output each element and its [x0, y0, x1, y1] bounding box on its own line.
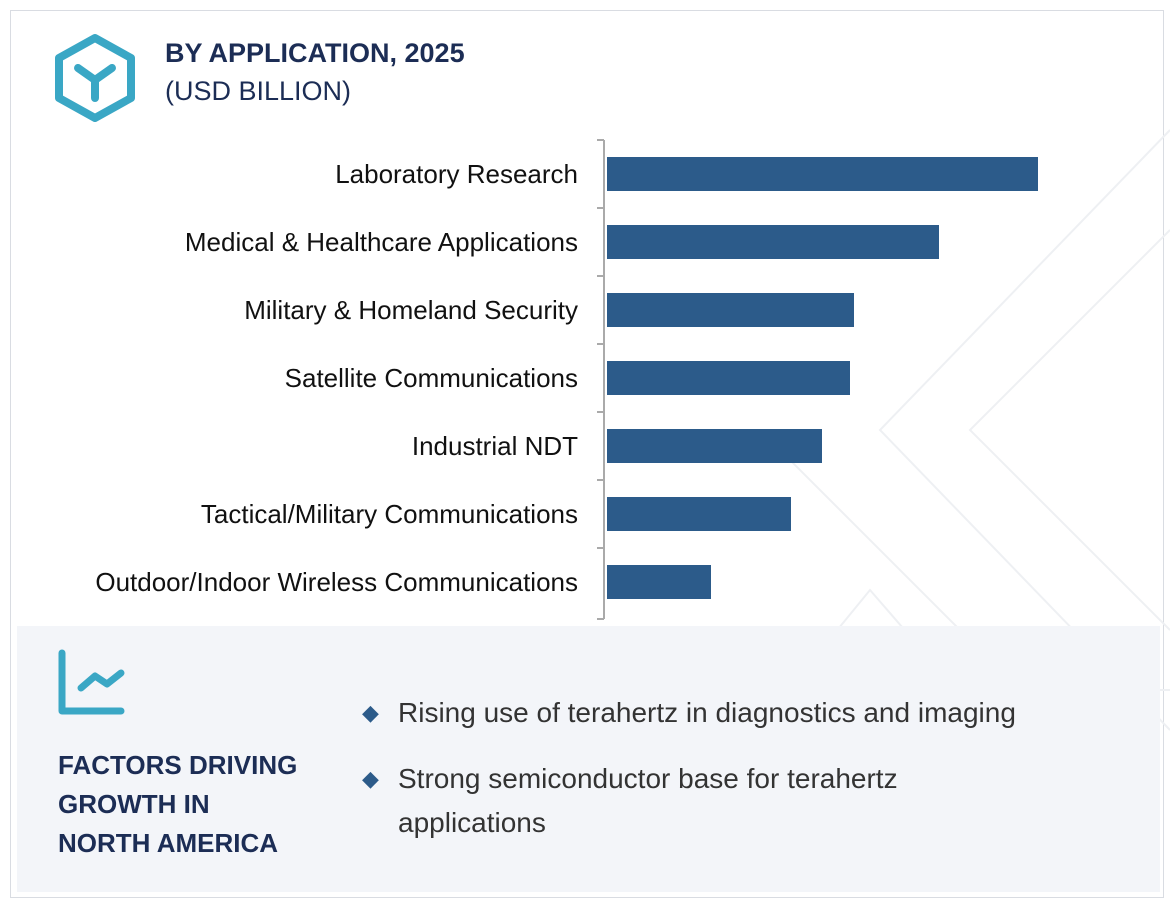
diamond-bullet-icon: ◆: [362, 766, 379, 791]
bar: [607, 361, 850, 395]
line-chart-icon: [58, 649, 125, 715]
bar-chart: [597, 139, 1038, 620]
card: [10, 10, 1164, 898]
factors-panel: FACTORS DRIVING GROWTH IN NORTH AMERICA …: [17, 626, 1160, 892]
bar: [607, 157, 1038, 191]
category-label: Industrial NDT: [411, 431, 578, 461]
heading-line: NORTH AMERICA: [58, 828, 279, 858]
hexagon-cube-icon: [55, 34, 135, 122]
heading-line: FACTORS DRIVING: [58, 750, 298, 780]
chart-title: BY APPLICATION, 2025: [165, 38, 465, 68]
category-label: Satellite Communications: [284, 363, 578, 393]
category-label: Military & Homeland Security: [244, 295, 578, 325]
category-label: Medical & Healthcare Applications: [184, 227, 578, 257]
factors-heading: FACTORS DRIVING GROWTH IN NORTH AMERICA: [58, 746, 297, 863]
bar: [607, 293, 854, 327]
bullet-text: Strong semiconductor base for terahertz …: [398, 763, 898, 838]
bar: [607, 497, 791, 531]
bar: [607, 225, 939, 259]
category-label: Tactical/Military Communications: [200, 499, 578, 529]
heading-line: GROWTH IN: [58, 789, 210, 819]
bullet-item: ◆ Strong semiconductor base for terahert…: [362, 757, 1142, 845]
bar: [607, 565, 711, 599]
category-label: Outdoor/Indoor Wireless Communications: [95, 567, 578, 597]
bar: [607, 429, 822, 463]
diamond-bullet-icon: ◆: [362, 700, 379, 725]
chart-subtitle: (USD BILLION): [165, 76, 352, 106]
category-label: Laboratory Research: [335, 159, 578, 189]
bullet-text: Rising use of terahertz in diagnostics a…: [398, 697, 1016, 728]
bullet-item: ◆ Rising use of terahertz in diagnostics…: [362, 691, 1142, 735]
